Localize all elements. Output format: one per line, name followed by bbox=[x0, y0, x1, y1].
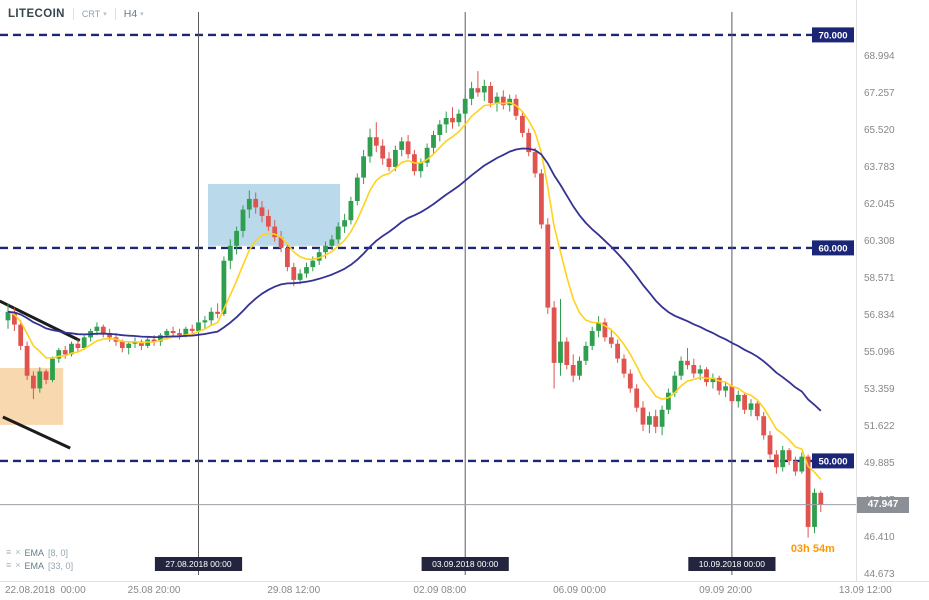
price-axis-label: 68.994 bbox=[864, 50, 895, 62]
trendline[interactable] bbox=[2, 415, 71, 450]
trendline[interactable] bbox=[0, 299, 81, 342]
date-badge: 03.09.2018 00:00 bbox=[421, 557, 509, 571]
timeframe-selector[interactable]: H4 ▾ bbox=[123, 8, 144, 20]
chart-type-selector[interactable]: CRT ▾ bbox=[81, 9, 107, 19]
indicator-params: [33, 0] bbox=[48, 560, 74, 571]
svg-text:60.000: 60.000 bbox=[818, 243, 847, 254]
price-axis-label: 62.045 bbox=[864, 198, 895, 210]
candles-layer[interactable] bbox=[5, 71, 824, 538]
indicator-settings-icon[interactable]: ≡ bbox=[6, 560, 12, 570]
chart-header: LITECOIN CRT ▾ H4 ▾ bbox=[8, 8, 144, 20]
level-price-badge: 60.000 bbox=[812, 240, 854, 256]
svg-text:27.08.2018 00:00: 27.08.2018 00:00 bbox=[165, 559, 231, 569]
date-badge: 27.08.2018 00:00 bbox=[154, 557, 243, 571]
price-axis[interactable]: 68.994 67.257 65.520 63.783 62.045 60.308 58.5… bbox=[856, 0, 929, 581]
svg-text:03.09.2018 00:00: 03.09.2018 00:00 bbox=[432, 559, 498, 569]
level-price-badge: 50.000 bbox=[812, 453, 854, 469]
price-axis-label: 65.520 bbox=[864, 124, 895, 136]
chevron-down-icon: ▾ bbox=[103, 11, 107, 18]
indicator-name: EMA bbox=[24, 547, 45, 558]
price-axis-label: 49.885 bbox=[864, 457, 895, 469]
indicator-params: [8, 0] bbox=[48, 547, 69, 558]
chevron-down-icon: ▾ bbox=[140, 11, 144, 18]
svg-text:50.000: 50.000 bbox=[818, 456, 847, 467]
price-axis-label: 51.622 bbox=[864, 420, 895, 432]
svg-text:10.09.2018 00:00: 10.09.2018 00:00 bbox=[699, 559, 765, 569]
indicator-row-ema33: ≡ × EMA [33, 0] bbox=[6, 559, 73, 572]
indicator-name: EMA bbox=[24, 560, 45, 571]
indicator-row-ema8: ≡ × EMA [8, 0] bbox=[6, 546, 73, 559]
ema-33-line[interactable] bbox=[7, 147, 822, 412]
time-axis[interactable]: 22.08.2018 00:00 25.08 20:00 29.08 12:00 02… bbox=[0, 581, 929, 600]
indicator-settings-icon[interactable]: ≡ bbox=[6, 547, 12, 557]
indicator-remove-icon[interactable]: × bbox=[15, 560, 21, 570]
time-axis-label: 02.09 08:00 bbox=[413, 585, 467, 596]
symbol-title: LITECOIN bbox=[8, 8, 65, 20]
chart-canvas[interactable]: 27.08.2018 00:00 03.09.2018 00:00 10.09.20… bbox=[0, 0, 856, 581]
svg-text:70.000: 70.000 bbox=[818, 30, 847, 41]
indicator-legend: ≡ × EMA [8, 0] ≡ × EMA [33, 0] bbox=[6, 546, 73, 572]
price-axis-label: 46.410 bbox=[864, 531, 895, 543]
time-axis-label: 29.08 12:00 bbox=[267, 585, 321, 596]
price-axis-label: 67.257 bbox=[864, 87, 895, 99]
ema-8-line[interactable] bbox=[7, 101, 822, 480]
header-divider bbox=[114, 8, 116, 20]
time-axis-label: 25.08 20:00 bbox=[127, 585, 181, 596]
header-divider bbox=[72, 8, 74, 20]
candle-countdown: 03h 54m bbox=[790, 543, 835, 555]
level-price-badge: 70.000 bbox=[812, 27, 854, 43]
time-axis-label: 22.08.2018 00:00 bbox=[5, 585, 86, 596]
time-axis-label: 13.09 12:00 bbox=[838, 585, 892, 596]
time-axis-label: 06.09 00:00 bbox=[553, 585, 606, 596]
indicator-remove-icon[interactable]: × bbox=[15, 547, 21, 557]
current-price-badge: 47.947 bbox=[857, 496, 909, 513]
price-axis-label: 55.096 bbox=[864, 346, 895, 358]
time-axis-label: 09.09 20:00 bbox=[699, 585, 752, 596]
price-axis-label: 58.571 bbox=[864, 272, 895, 284]
price-axis-label: 53.359 bbox=[864, 383, 895, 395]
price-axis-label: 56.834 bbox=[864, 309, 895, 321]
date-badge: 10.09.2018 00:00 bbox=[688, 557, 776, 571]
price-axis-label: 44.673 bbox=[864, 568, 895, 580]
price-axis-label: 63.783 bbox=[864, 161, 895, 173]
chart-plot-area[interactable]: 27.08.2018 00:00 03.09.2018 00:00 10.09.20… bbox=[0, 0, 856, 581]
price-axis-label: 60.308 bbox=[864, 235, 895, 247]
